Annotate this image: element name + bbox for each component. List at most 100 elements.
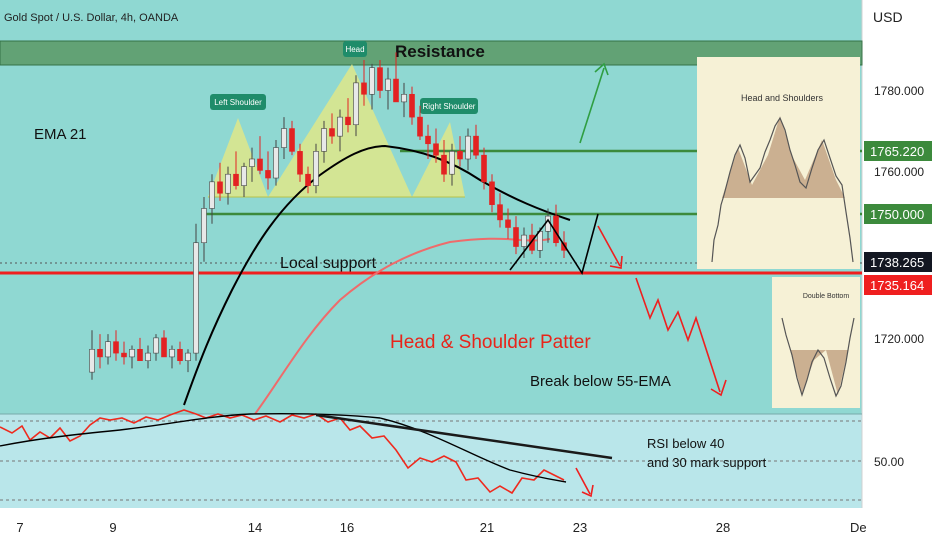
candle-body (385, 78, 391, 91)
rsi-trendline (315, 413, 613, 460)
candle-body (249, 158, 255, 167)
candle-body (465, 135, 471, 160)
candle-body (257, 158, 263, 171)
break-note: Break below 55-EMA (530, 373, 671, 390)
candle-body (537, 231, 543, 251)
candle-body (217, 181, 223, 194)
candle-body (345, 116, 351, 126)
rsi-line (0, 409, 565, 495)
candle-body (441, 154, 447, 175)
left-shoulder-label: Left Shoulder (214, 98, 262, 107)
currency-label: USD (873, 9, 903, 25)
time-scale-background (0, 508, 862, 550)
inset-hs-title: Head and Shoulders (741, 93, 824, 103)
candle-body (201, 208, 207, 244)
head-label: Head (345, 45, 364, 54)
projection-up-arrowhead (594, 62, 609, 76)
hs-left-shoulder-area (208, 118, 268, 197)
candle-body (505, 219, 511, 228)
candle-body (497, 204, 503, 221)
time-tick-21: 21 (480, 520, 494, 535)
candles-group (89, 52, 567, 380)
candle-body (297, 151, 303, 175)
candle-body (121, 352, 127, 358)
candle-body (89, 348, 95, 373)
price-tag-current-box (864, 252, 932, 272)
rsi-note-line2: and 30 mark support (647, 455, 767, 470)
candle-body (481, 154, 487, 183)
price-tag-1765-box (864, 141, 932, 161)
rsi-note-line1: RSI below 40 (647, 436, 724, 451)
rsi-tick-50: 50.00 (874, 455, 904, 469)
candle-body (105, 341, 111, 358)
candle-body (457, 151, 463, 160)
time-tick-14: 14 (248, 520, 262, 535)
candle-body (265, 170, 271, 179)
candle-body (129, 348, 135, 358)
candle-body (289, 128, 295, 152)
time-tick-16: 16 (340, 520, 354, 535)
projection-down-short-head (609, 255, 623, 269)
price-tick-1780: 1780.000 (874, 84, 924, 98)
time-tick-7: 7 (16, 520, 23, 535)
candle-body (161, 337, 167, 358)
candle-body (225, 173, 231, 194)
candle-body (137, 348, 143, 362)
candle-body (337, 116, 343, 137)
projection-down-long (635, 277, 721, 393)
head-label-box (343, 41, 367, 57)
price-tag-1750-box (864, 204, 932, 224)
candle-body (233, 173, 239, 186)
candle-body (273, 147, 279, 179)
time-tick-23: 23 (573, 520, 587, 535)
price-tag-1765: 1765.220 (870, 144, 924, 159)
candle-body (329, 128, 335, 137)
candle-body (209, 181, 215, 209)
candle-body (513, 227, 519, 247)
candle-body (169, 348, 175, 358)
candle-body (561, 242, 567, 251)
candle-body (97, 348, 103, 358)
inset-db-title: Double Bottom (803, 293, 849, 300)
candle-body (353, 82, 359, 126)
rsi-signal-line (0, 412, 567, 483)
inset-head-and-shoulders: Head and Shoulders (697, 57, 860, 269)
symbol-title: Gold Spot / U.S. Dollar, 4h, OANDA (4, 12, 179, 24)
ema21-label: EMA 21 (34, 126, 87, 143)
inset-db-fill (790, 350, 848, 395)
left-shoulder-label-box (210, 94, 266, 110)
price-tick-1760: 1760.000 (874, 165, 924, 179)
candle-body (425, 135, 431, 145)
rsi-down-arrowhead (581, 484, 594, 498)
candle-body (473, 135, 479, 156)
candle-body (113, 341, 119, 354)
price-tick-1720: 1720.000 (874, 332, 924, 346)
candle-body (401, 93, 407, 103)
inset-hs-fill (722, 116, 845, 198)
candle-body (145, 352, 151, 362)
right-shoulder-label: Right Shoulder (423, 102, 476, 111)
pattern-title: Head & Shoulder Patter (390, 332, 591, 353)
candle-body (433, 143, 439, 156)
projection-up-arrow (579, 67, 605, 144)
projection-down-long-head (710, 379, 727, 397)
candle-body (489, 181, 495, 205)
candle-body (241, 166, 247, 186)
projection-zigzag (509, 213, 599, 275)
price-tag-current: 1738.265 (870, 255, 924, 270)
candle-body (369, 67, 375, 95)
candle-body (321, 128, 327, 152)
time-tick-dec: De (850, 520, 867, 535)
rsi-down-arrow (575, 467, 591, 495)
right-shoulder-label-box (420, 98, 478, 114)
candle-body (417, 116, 423, 137)
candle-body (521, 234, 527, 247)
price-tag-support: 1735.164 (870, 278, 924, 293)
time-tick-28: 28 (716, 520, 730, 535)
candle-body (313, 151, 319, 186)
projection-down-short (597, 225, 621, 267)
candle-body (177, 348, 183, 362)
inset-double-bottom: Double Bottom (772, 277, 860, 408)
candle-body (449, 151, 455, 175)
candle-body (529, 234, 535, 251)
